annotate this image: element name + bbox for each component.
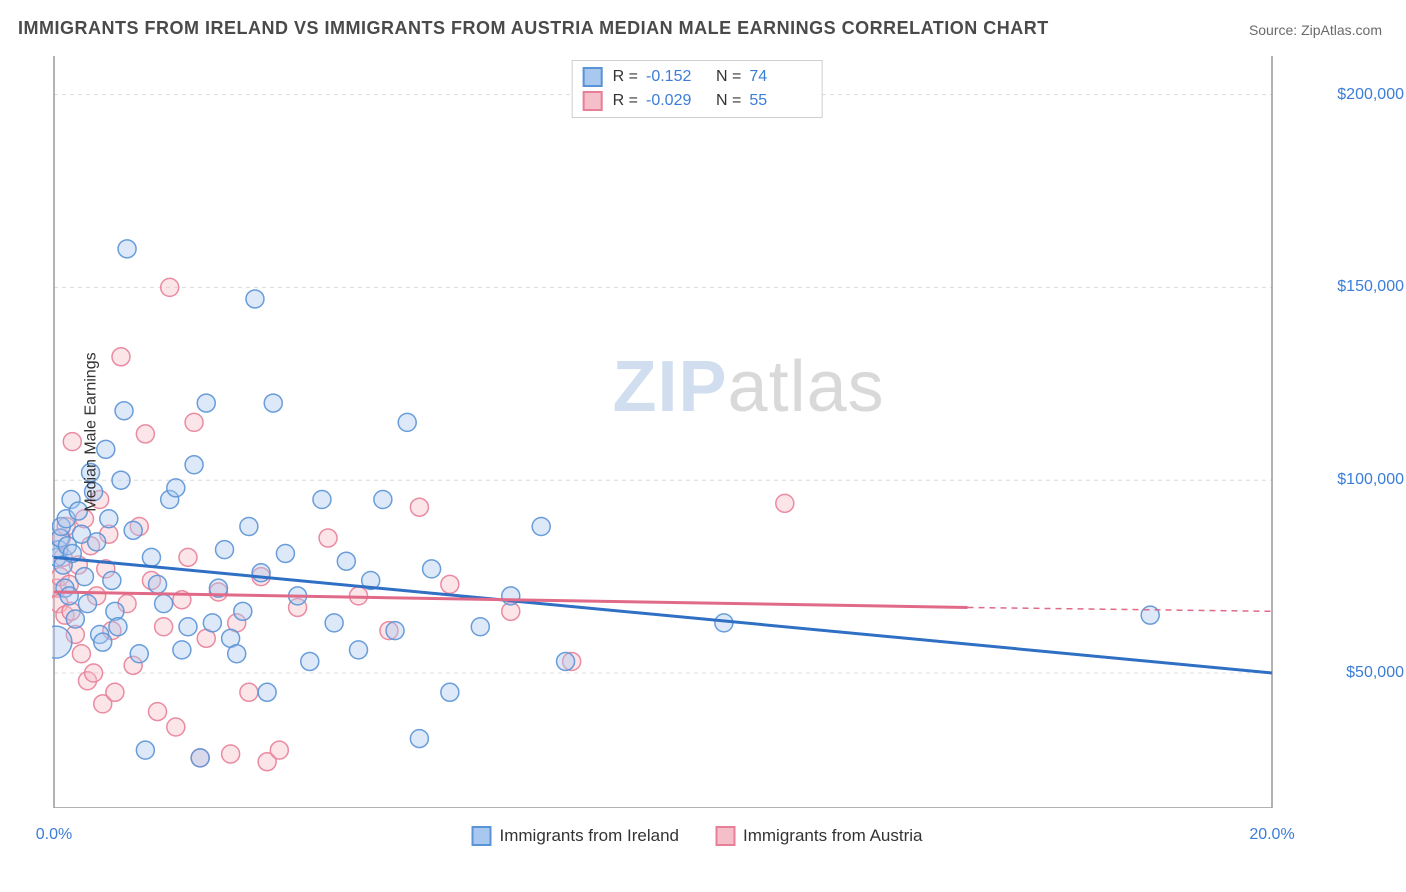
swatch-austria (583, 91, 603, 111)
chart-area: Median Male Earnings ZIPatlas R = -0.152… (52, 56, 1342, 808)
y-tick-label: $100,000 (1337, 471, 1404, 489)
swatch-ireland (583, 67, 603, 87)
legend-label-austria: Immigrants from Austria (743, 826, 923, 846)
y-tick-label: $200,000 (1337, 86, 1404, 104)
r-value-austria: -0.029 (646, 89, 706, 113)
y-tick-label: $150,000 (1337, 278, 1404, 296)
n-label: N = (716, 65, 741, 89)
scatter-plot-svg (52, 56, 1342, 808)
legend-swatch-austria (715, 826, 735, 846)
source-attribution: Source: ZipAtlas.com (1249, 22, 1382, 38)
stats-row-austria: R = -0.029 N = 55 (583, 89, 810, 113)
source-link[interactable]: ZipAtlas.com (1301, 22, 1382, 38)
stats-row-ireland: R = -0.152 N = 74 (583, 65, 810, 89)
source-prefix: Source: (1249, 22, 1301, 38)
y-tick-label: $50,000 (1346, 664, 1404, 682)
legend-swatch-ireland (472, 826, 492, 846)
x-tick-label: 20.0% (1249, 826, 1294, 844)
r-label: R = (613, 89, 638, 113)
r-label: R = (613, 65, 638, 89)
legend: Immigrants from Ireland Immigrants from … (472, 826, 923, 846)
y-axis-label: Median Male Earnings (83, 352, 101, 511)
chart-title: IMMIGRANTS FROM IRELAND VS IMMIGRANTS FR… (18, 18, 1049, 39)
legend-item-austria: Immigrants from Austria (715, 826, 923, 846)
n-label: N = (716, 89, 741, 113)
r-value-ireland: -0.152 (646, 65, 706, 89)
x-tick-label: 0.0% (36, 826, 72, 844)
n-value-ireland: 74 (749, 65, 809, 89)
correlation-stats-box: R = -0.152 N = 74 R = -0.029 N = 55 (572, 60, 823, 118)
n-value-austria: 55 (749, 89, 809, 113)
legend-label-ireland: Immigrants from Ireland (500, 826, 680, 846)
legend-item-ireland: Immigrants from Ireland (472, 826, 680, 846)
